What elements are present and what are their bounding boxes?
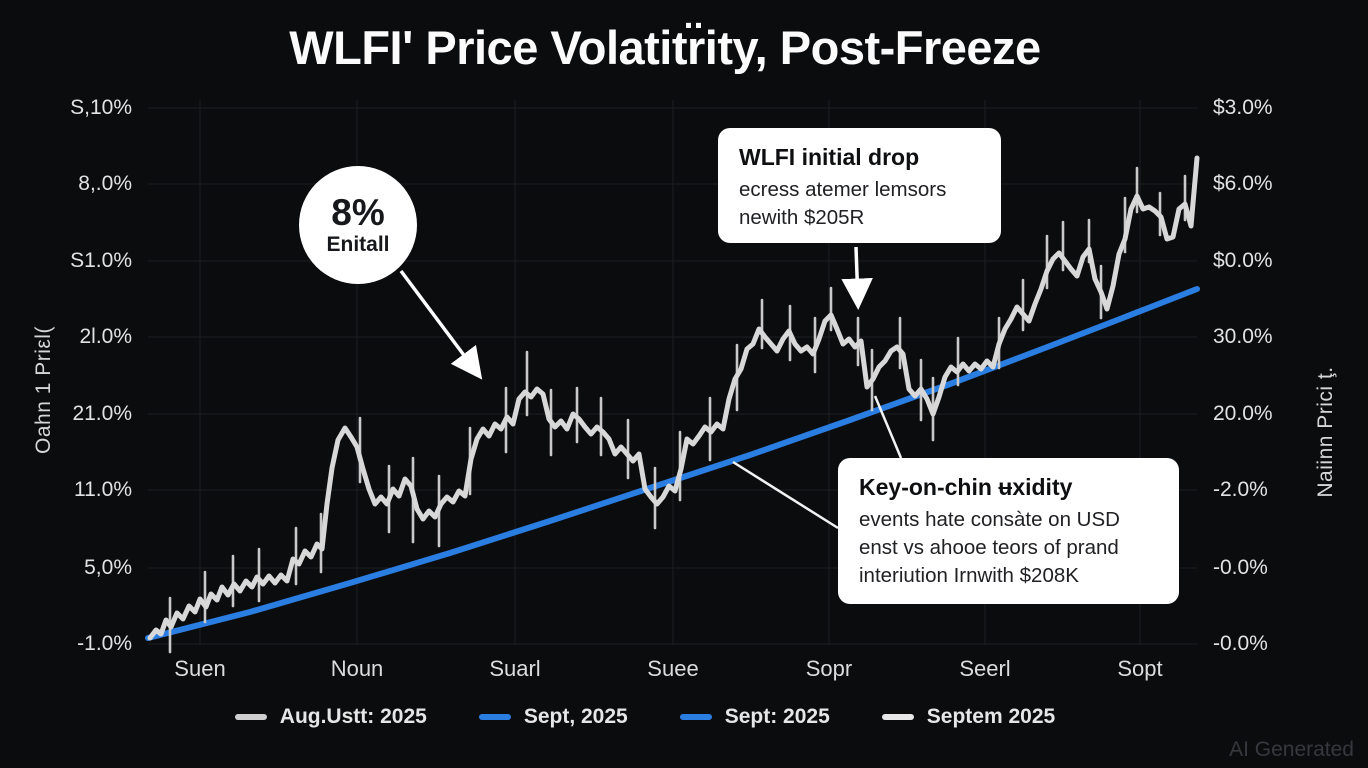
callout-body: events hate consàte on USD enst vs ahooe … xyxy=(859,506,1158,590)
y-tick-label-left: 2l.0% xyxy=(79,325,132,348)
callout-connector-line xyxy=(732,460,839,530)
y-tick-label-right: -2.0% xyxy=(1213,478,1268,501)
trend-line-series xyxy=(145,286,1200,641)
right-axis-title: Naiinn Prici ţ. xyxy=(1314,366,1337,498)
y-tick-label-left: 21.0% xyxy=(72,402,132,425)
badge-value: 8% xyxy=(331,192,385,233)
callout-line: interiution Irnwith $208K xyxy=(859,564,1079,587)
legend-swatch-icon xyxy=(234,714,267,720)
y-tick-label-right: $6.0% xyxy=(1213,172,1273,195)
legend-label: Aug.Ustt: 2025 xyxy=(279,705,427,728)
y-tick-label-left: S,10% xyxy=(70,96,132,119)
callout-line: enst vs ahooe teors of prand xyxy=(859,536,1119,559)
legend-item: Aug.Ustt: 2025 xyxy=(234,705,427,729)
badge-label: Enitall xyxy=(326,233,390,256)
x-tick-label: Sopr xyxy=(805,656,853,681)
legend-swatch-icon xyxy=(881,714,914,720)
page-title: WLFI' Price Volatitr̈ity, Post-Freeze xyxy=(289,21,1041,74)
callout-connector-line xyxy=(873,395,903,459)
legend-swatch-icon xyxy=(478,714,511,720)
y-tick-label-left: -1.0% xyxy=(77,632,132,655)
legend-label: Sept, 2025 xyxy=(523,705,628,728)
callout-title: WLFI initial drop xyxy=(739,144,920,170)
price-line-series xyxy=(147,155,1200,641)
callout-title: Key-on-chin ʉxidity xyxy=(859,474,1073,500)
legend-item: Sept: 2025 xyxy=(679,705,830,729)
y-tick-label-right: 30.0% xyxy=(1213,325,1273,348)
y-tick-label-right: $0.0% xyxy=(1213,249,1273,272)
legend-swatch-icon xyxy=(679,714,712,720)
legend-label: Sept: 2025 xyxy=(724,705,830,728)
y-tick-label-right: $3.0% xyxy=(1213,96,1273,119)
chart-legend: Aug.Ustt: 2025 Sept, 2025 Sept: 2025 Septem… xyxy=(0,705,1290,729)
callout-liquidity: Key-on-chin ʉxidity events hate consàte … xyxy=(838,458,1179,604)
x-tick-label: Suee xyxy=(647,656,699,681)
callout-initial-drop: WLFI initial drop ecress atemer lemsors n… xyxy=(718,128,1001,243)
callout-body: ecress atemer lemsors newith $205R xyxy=(739,176,980,232)
x-tick-label: Suen xyxy=(174,656,226,681)
callout-line: ecress atemer lemsors xyxy=(739,178,947,201)
callout-line: newith $205R xyxy=(739,206,865,229)
x-tick-label: Noun xyxy=(330,656,384,681)
y-tick-label-left: 8,.0% xyxy=(78,172,132,195)
x-tick-label: Suarl xyxy=(489,656,541,681)
initial-percent-badge: 8% Enitall xyxy=(299,166,417,284)
legend-item: Sept, 2025 xyxy=(478,705,628,729)
x-tick-label: Seerl xyxy=(959,656,1011,681)
y-tick-label-left: 5,0% xyxy=(84,556,132,579)
annotation-arrow xyxy=(841,246,873,310)
annotation-arrow xyxy=(399,269,483,380)
callout-line: events hate consàte on USD xyxy=(859,508,1120,531)
y-tick-label-left: S1.0% xyxy=(70,249,132,272)
y-tick-label-right: -0.0% xyxy=(1213,632,1268,655)
y-tick-label-left: 11.0% xyxy=(74,478,132,501)
x-tick-label: Sopt xyxy=(1117,656,1163,681)
y-tick-label-right: 20.0% xyxy=(1213,402,1273,425)
legend-label: Septem 2025 xyxy=(926,705,1056,728)
y-tick-label-right: -0.0% xyxy=(1213,556,1268,579)
legend-item: Septem 2025 xyxy=(881,705,1056,729)
ai-generated-watermark: AI Generated xyxy=(1229,738,1354,761)
